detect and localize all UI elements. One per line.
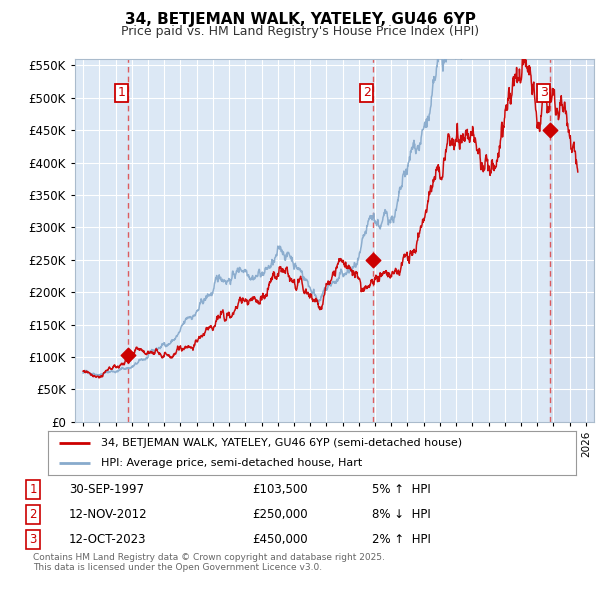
Bar [550,59,594,422]
Text: 8% ↓  HPI: 8% ↓ HPI [372,508,431,521]
Text: 2: 2 [29,508,37,521]
Text: 5% ↑  HPI: 5% ↑ HPI [372,483,431,496]
Text: 2% ↑  HPI: 2% ↑ HPI [372,533,431,546]
Point [123,350,133,359]
Text: 2: 2 [362,86,371,99]
Text: 12-OCT-2023: 12-OCT-2023 [69,533,146,546]
Point [545,126,555,135]
Text: £450,000: £450,000 [252,533,308,546]
Text: 1: 1 [29,483,37,496]
Point [368,255,378,264]
Text: £103,500: £103,500 [252,483,308,496]
Text: 3: 3 [29,533,37,546]
Text: This data is licensed under the Open Government Licence v3.0.: This data is licensed under the Open Gov… [33,563,322,572]
Text: 12-NOV-2012: 12-NOV-2012 [69,508,148,521]
Text: Price paid vs. HM Land Registry's House Price Index (HPI): Price paid vs. HM Land Registry's House … [121,25,479,38]
Text: 34, BETJEMAN WALK, YATELEY, GU46 6YP (semi-detached house): 34, BETJEMAN WALK, YATELEY, GU46 6YP (se… [101,438,462,448]
Text: 1: 1 [118,86,125,99]
Text: 3: 3 [540,86,548,99]
Text: HPI: Average price, semi-detached house, Hart: HPI: Average price, semi-detached house,… [101,458,362,467]
Text: 34, BETJEMAN WALK, YATELEY, GU46 6YP: 34, BETJEMAN WALK, YATELEY, GU46 6YP [125,12,475,27]
Text: 30-SEP-1997: 30-SEP-1997 [69,483,144,496]
Text: £250,000: £250,000 [252,508,308,521]
Text: Contains HM Land Registry data © Crown copyright and database right 2025.: Contains HM Land Registry data © Crown c… [33,553,385,562]
